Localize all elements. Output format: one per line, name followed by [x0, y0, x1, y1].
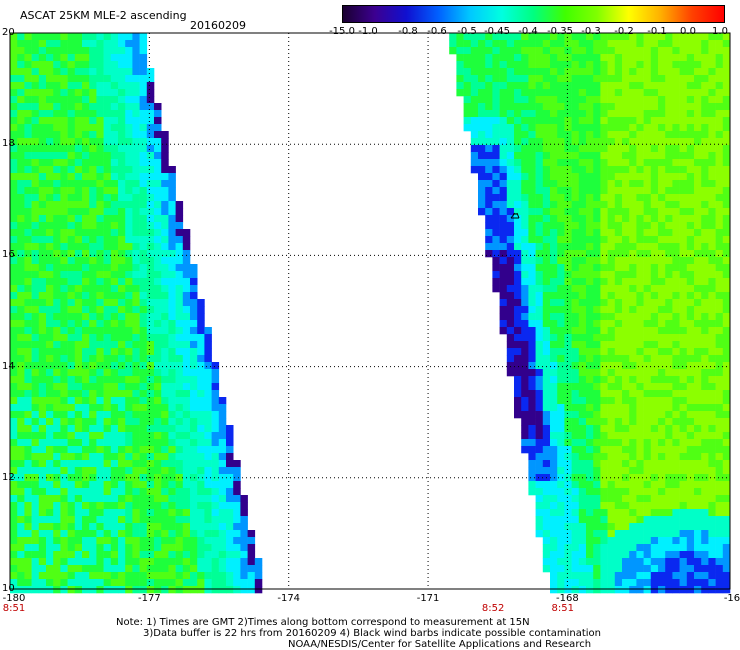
map-title: ASCAT 25KM MLE-2 ascending [20, 9, 187, 22]
scale-label: -0.35 [547, 26, 573, 37]
map-date: 20160209 [190, 19, 246, 32]
longitude-label: -174 [277, 593, 301, 604]
time-label: 8:51 [2, 603, 26, 614]
latitude-label: 10 [2, 583, 15, 594]
scale-label: -0.2 [614, 26, 634, 37]
note-line-1: Note: 1) Times are GMT 2)Times along bot… [116, 617, 530, 628]
color-scale-labels: -15.0 -1.0 -0.8 -0.6 -0.5 -0.45 -0.4 -0.35 -0.3 -… [329, 26, 740, 38]
footnotes: Note: 1) Times are GMT 2)Times along bot… [116, 617, 601, 650]
time-label: 8:52 [481, 603, 505, 614]
latitude-label: 16 [2, 249, 15, 261]
wind-barb-icon [510, 212, 520, 219]
lat-lon-grid [10, 33, 730, 589]
latitude-label: 18 [2, 138, 15, 150]
scale-label: -0.6 [427, 26, 447, 37]
note-line-2: 3)Data buffer is 22 hrs from 20160209 4)… [143, 628, 601, 639]
scale-label: -0.8 [398, 26, 418, 37]
latitude-label: 14 [2, 360, 15, 372]
longitude-label: -180 [2, 593, 26, 604]
scale-label: -1.0 [358, 26, 378, 37]
latitude-label: 12 [2, 471, 15, 483]
time-label: 8:51 [551, 603, 574, 614]
scale-label: -0.4 [518, 26, 538, 37]
scale-label: -0.1 [647, 26, 667, 37]
longitude-label: -171 [416, 593, 440, 604]
scale-label: 1.0 [712, 26, 728, 37]
color-scale-bar [342, 5, 725, 23]
swath-cells [10, 33, 731, 594]
longitude-label: -177 [137, 593, 161, 604]
latitude-label: 20 [2, 27, 15, 38]
scale-label: -0.45 [484, 26, 510, 37]
longitude-label: -16 [723, 593, 740, 604]
scale-label: -0.5 [457, 26, 477, 37]
scale-label: 0.0 [680, 26, 696, 37]
scale-label: -15.0 [329, 26, 355, 37]
note-line-3: NOAA/NESDIS/Center for Satellite Applica… [288, 639, 592, 650]
longitude-label: -168 [556, 593, 579, 604]
scale-label: -0.3 [581, 26, 601, 37]
